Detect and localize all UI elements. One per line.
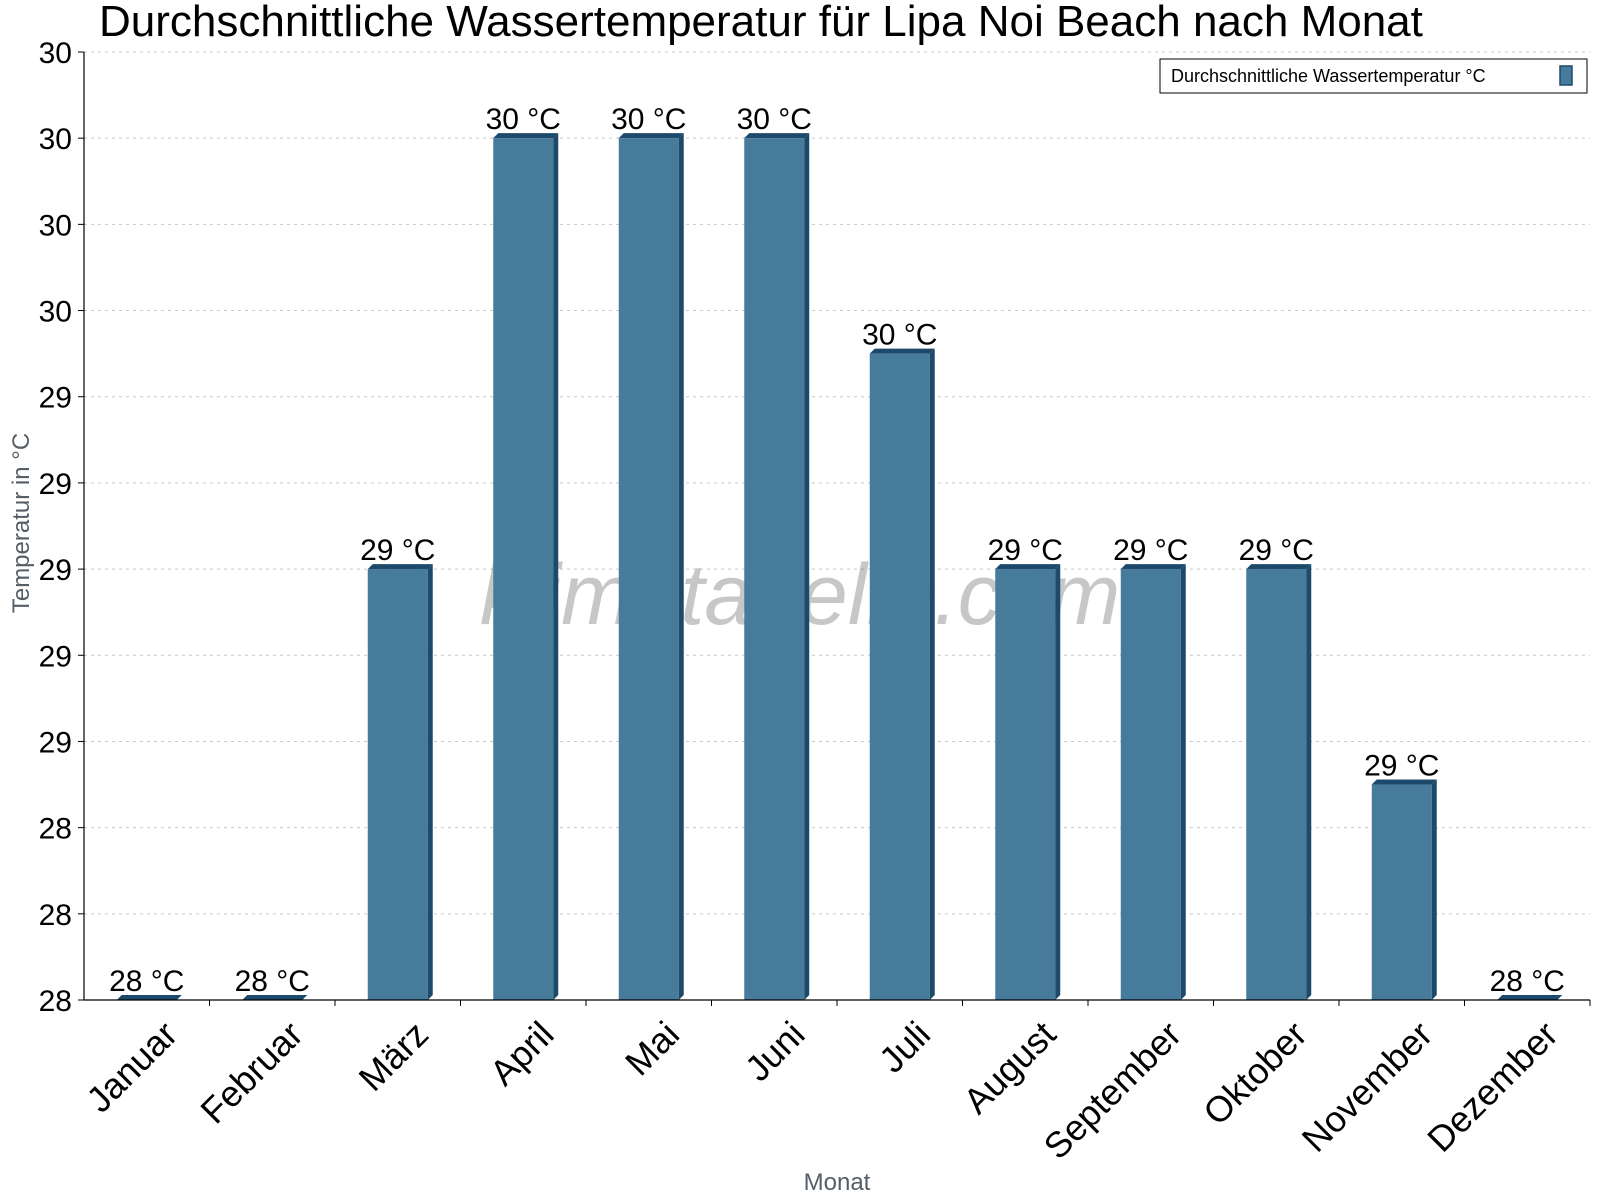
bar-front: [367, 569, 428, 1000]
x-tick-label: April: [482, 1013, 562, 1093]
x-tick-label: November: [1294, 1013, 1440, 1159]
bar-side: [1431, 779, 1437, 1000]
data-label: 29 °C: [1239, 534, 1314, 567]
bar-top: [116, 995, 182, 1000]
data-label: 29 °C: [360, 534, 435, 567]
bar-top: [367, 564, 433, 570]
gridlines: [84, 51, 1590, 915]
bar-top: [744, 133, 810, 139]
data-label: 30 °C: [862, 319, 937, 352]
y-tick-label: 28: [39, 985, 72, 1018]
data-labels: 28 °C 28 °C 29 °C 30 °C 30 °C 30 °C 30 °C 29 °C…: [109, 103, 1565, 998]
data-label: 30 °C: [611, 103, 686, 136]
bar-front: [744, 138, 805, 1000]
bar: [869, 348, 935, 1000]
y-axis-label: Temperatur in °C: [8, 433, 35, 613]
data-label: 28 °C: [109, 965, 184, 998]
bar-side: [929, 348, 935, 1000]
x-tick-label: August: [955, 1013, 1063, 1121]
bar-top: [995, 564, 1061, 570]
bar-front: [493, 138, 554, 1000]
bar-front: [995, 569, 1056, 1000]
bar: [242, 995, 308, 1000]
data-label: 29 °C: [1364, 750, 1439, 783]
y-tick-label: 29: [39, 726, 72, 759]
data-label: 28 °C: [235, 965, 310, 998]
legend-box: [1159, 58, 1588, 94]
y-axis-ticks: 28 28 28 29 29 29 29 29 30 30 30 30: [39, 37, 84, 1018]
y-tick-label: 30: [39, 209, 72, 242]
bar: [493, 133, 559, 1000]
x-axis-label: Monat: [804, 1169, 871, 1196]
bar-side: [427, 564, 433, 1000]
bar: [995, 564, 1061, 1000]
bar-top: [1120, 564, 1186, 570]
bar-front: [618, 138, 679, 1000]
x-tick-label: März: [351, 1013, 437, 1099]
bar-front: [869, 353, 930, 1000]
data-label: 28 °C: [1490, 965, 1565, 998]
bar: [1120, 564, 1186, 1000]
data-label: 30 °C: [737, 103, 812, 136]
y-tick-label: 29: [39, 554, 72, 587]
bar: [116, 995, 182, 1000]
y-tick-label: 29: [39, 468, 72, 501]
bar: [618, 133, 684, 1000]
bar-top: [869, 348, 935, 354]
y-tick-label: 29: [39, 382, 72, 415]
bar-top: [493, 133, 559, 139]
data-label: 29 °C: [1113, 534, 1188, 567]
bar-side: [1055, 564, 1061, 1000]
x-axis-ticks: Januar Februar März April Mai Juni Juli AugustS…: [78, 1000, 1591, 1167]
y-tick-label: 30: [39, 296, 72, 329]
bar-side: [1306, 564, 1312, 1000]
bar-front: [1246, 569, 1307, 1000]
bars: [116, 133, 1563, 1000]
chart-title: Durchschnittliche Wassertemperatur für L…: [99, 0, 1423, 46]
bar-front: [1120, 569, 1181, 1000]
legend: Durchschnittliche Wassertemperatur °C: [1159, 58, 1588, 94]
bar: [744, 133, 810, 1000]
bar-side: [553, 133, 559, 1000]
bar-side: [1180, 564, 1186, 1000]
data-label: 30 °C: [486, 103, 561, 136]
data-label: 29 °C: [988, 534, 1063, 567]
bar-top: [1371, 779, 1437, 785]
bar-front: [1371, 784, 1432, 1000]
bar-top: [618, 133, 684, 139]
x-tick-label: Januar: [78, 1013, 185, 1120]
y-tick-label: 28: [39, 813, 72, 846]
y-tick-label: 28: [39, 899, 72, 932]
bar-top: [1497, 995, 1563, 1000]
bar: [1246, 564, 1312, 1000]
x-tick-label: Juli: [871, 1013, 938, 1080]
y-tick-label: 30: [39, 37, 72, 70]
x-tick-label: Mai: [617, 1013, 687, 1083]
x-tick-label: Juni: [737, 1013, 813, 1089]
x-tick-label: Februar: [192, 1013, 310, 1131]
bar-top: [242, 995, 308, 1000]
axes: [83, 52, 1590, 1001]
bar-side: [678, 133, 684, 1000]
x-tick-label: September: [1036, 1013, 1190, 1167]
bar: [367, 564, 433, 1000]
bar-top: [1246, 564, 1312, 570]
bar-side: [804, 133, 810, 1000]
x-tick-label: Dezember: [1419, 1013, 1565, 1159]
legend-label: Durchschnittliche Wassertemperatur °C: [1171, 66, 1486, 86]
legend-swatch: [1559, 65, 1573, 86]
bar: [1497, 995, 1563, 1000]
x-tick-label: Oktober: [1195, 1013, 1315, 1133]
y-tick-label: 30: [39, 123, 72, 156]
y-tick-label: 29: [39, 640, 72, 673]
bar: [1371, 779, 1437, 1000]
